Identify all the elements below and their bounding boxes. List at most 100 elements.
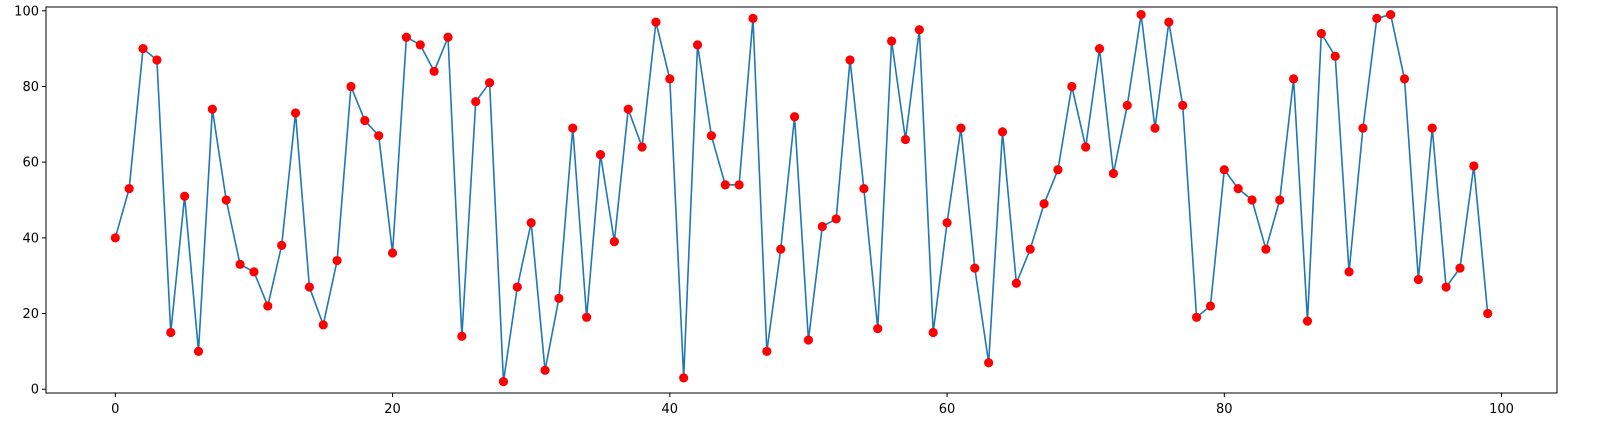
data-point [776,244,786,254]
data-point [277,240,287,251]
data-point [124,184,134,194]
data-point [609,237,619,247]
data-point [1483,308,1493,319]
data-point [706,131,716,141]
data-point [207,104,217,114]
data-point [1358,123,1368,133]
data-point [443,32,453,42]
data-point [1247,195,1257,205]
data-point [720,180,730,190]
data-point [290,108,301,118]
plot-series [110,9,1493,387]
data-point [582,312,592,322]
data-point [332,255,342,266]
data-point [374,131,384,141]
data-point [540,365,550,375]
data-point [193,346,204,356]
data-point [665,74,675,84]
data-point [1081,142,1091,152]
series-line [114,13,1489,383]
data-point [1164,17,1174,27]
x-tick-label: 40 [662,402,679,417]
data-point [1219,165,1229,175]
data-point [1344,267,1354,277]
data-point [748,13,758,23]
data-point [1025,244,1035,254]
data-point [304,282,314,292]
y-axis: 0 20 40 60 80 100 [14,4,46,398]
data-point [263,301,273,311]
data-point [817,221,827,232]
data-point [1372,13,1382,23]
y-tick-label: 40 [22,231,39,246]
y-tick-label: 20 [22,307,39,322]
data-point [235,259,245,269]
data-point [873,324,883,334]
x-tick-label: 60 [939,402,956,417]
data-point [1275,195,1285,205]
data-point [845,55,855,65]
data-point [1053,165,1063,175]
data-point [1289,74,1299,84]
x-axis: 0 20 40 60 80 100 [111,393,1514,417]
data-point [485,78,495,88]
data-point [623,104,633,114]
data-point [1413,274,1423,285]
data-point [692,40,703,50]
y-tick-label: 60 [22,156,39,171]
x-tick-label: 20 [384,402,401,417]
data-point [110,233,120,243]
data-point [1136,9,1146,20]
data-point [554,293,564,303]
data-point [595,149,606,160]
data-point [152,55,162,65]
data-point [887,36,897,46]
data-point [457,331,467,341]
data-point [734,180,744,190]
data-point [914,25,924,35]
data-point [1191,312,1202,322]
data-point [1469,161,1479,171]
data-point [1067,81,1077,92]
data-point [1427,123,1437,133]
data-point [679,373,689,383]
data-point [387,248,398,258]
data-point [1205,301,1216,311]
plot-frame [45,6,1558,394]
data-point [789,112,800,122]
data-point [1386,9,1396,20]
data-point [429,66,439,76]
data-point [1261,244,1271,254]
data-point [498,377,509,387]
data-point [1108,168,1118,179]
data-point [568,123,578,133]
data-point [859,184,869,194]
data-point [318,320,328,330]
y-tick-label: 100 [14,4,39,19]
x-tick-label: 0 [111,402,119,417]
y-tick-label: 0 [31,383,39,398]
data-point [249,267,259,277]
data-point [471,97,481,107]
y-tick-label: 80 [22,80,39,95]
data-point [1455,263,1465,273]
data-point [180,191,190,201]
data-point [970,263,980,273]
data-point [526,218,536,228]
data-point [942,218,952,228]
data-point [651,17,661,27]
data-point [1011,278,1021,288]
data-point [166,327,176,338]
data-point [1233,184,1243,194]
data-point [1039,199,1049,209]
data-point [984,358,994,368]
data-point [346,81,356,92]
data-point [900,134,911,145]
data-point [401,32,412,42]
data-point [803,335,814,345]
data-point [1150,123,1160,133]
data-point [1330,51,1340,61]
data-point [956,123,966,133]
